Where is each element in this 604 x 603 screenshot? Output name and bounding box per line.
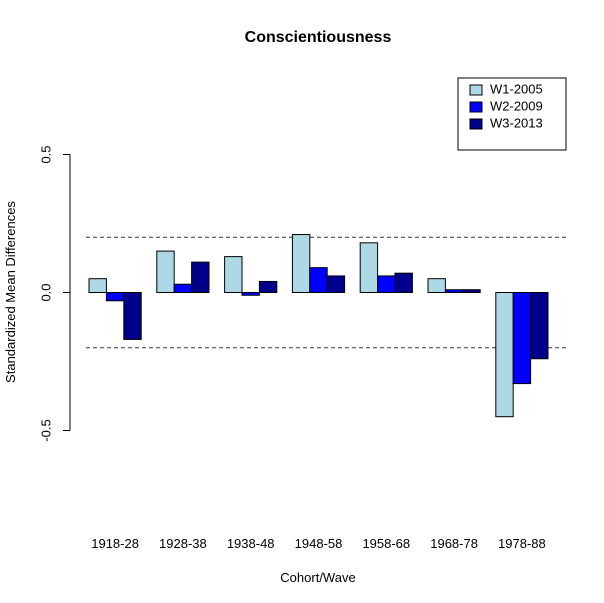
bar-w1-2005 [224, 256, 243, 293]
x-tick-label: 1948-58 [295, 536, 343, 551]
y-axis-ticks: -0.5 0.0 0.5 [38, 145, 70, 442]
bar-w3-2013 [191, 261, 210, 294]
bar-w2-2009 [377, 275, 396, 294]
bar-w3-2013 [258, 280, 278, 293]
bar-w1-2005 [291, 234, 311, 293]
x-tick-label: 1968-78 [430, 536, 478, 551]
bar-w1-2005 [88, 278, 107, 294]
bar-w2-2009 [105, 292, 125, 302]
legend-swatch [469, 118, 483, 130]
x-tick-label: 1918-28 [91, 536, 139, 551]
legend-swatch [469, 101, 483, 113]
y-tick-label: 0.0 [38, 283, 53, 301]
x-axis-label: Cohort/Wave [280, 570, 355, 585]
bar-w2-2009 [512, 292, 532, 385]
x-axis-tick-labels: 1918-28 1928-38 1938-48 1948-58 1958-68 1968-… [91, 536, 546, 551]
legend-label: W3-2013 [490, 115, 543, 130]
legend-swatch [469, 84, 483, 96]
bar-w1-2005 [359, 242, 379, 294]
bar-w3-2013 [394, 272, 413, 293]
y-tick-label: 0.5 [38, 145, 53, 163]
x-tick-label: 1978-88 [498, 536, 546, 551]
bar-w2-2009 [241, 292, 260, 296]
bars-group [88, 234, 549, 418]
bar-w1-2005 [156, 250, 175, 294]
bar-w2-2009 [173, 283, 193, 294]
x-tick-label: 1928-38 [159, 536, 207, 551]
bar-w3-2013 [530, 292, 549, 360]
legend-label: W2-2009 [490, 98, 543, 113]
bar-w2-2009 [309, 267, 328, 294]
y-axis-label: Standardized Mean Differences [3, 201, 18, 383]
bar-w2-2009 [444, 289, 464, 293]
x-tick-label: 1958-68 [362, 536, 410, 551]
legend: W1-2005 W2-2009 W3-2013 [457, 77, 567, 151]
bar-w3-2013 [123, 292, 142, 340]
legend-label: W1-2005 [490, 81, 543, 96]
reference-lines [86, 236, 568, 349]
bar-w3-2013 [462, 289, 481, 293]
bar-w3-2013 [326, 275, 346, 294]
chart-title: Conscientiousness [245, 29, 392, 46]
bar-w1-2005 [427, 278, 446, 294]
bar-w1-2005 [495, 292, 514, 418]
y-tick-label: -0.5 [38, 419, 53, 441]
x-tick-label: 1938-48 [227, 536, 275, 551]
